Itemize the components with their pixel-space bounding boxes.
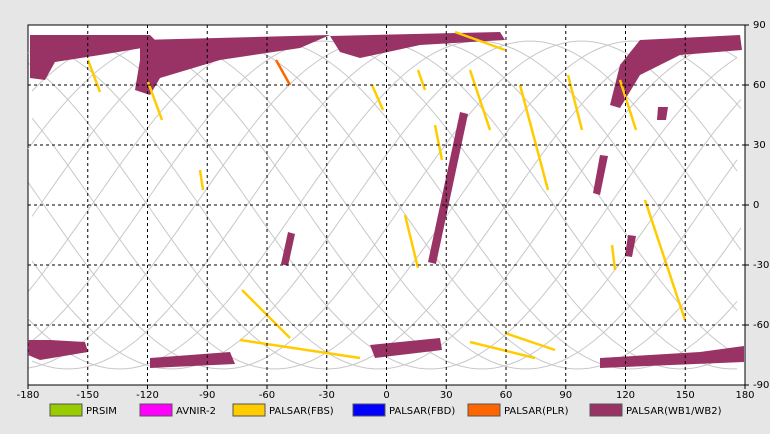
swath-fbs xyxy=(468,69,492,131)
axes: -180 -150 -120 -90 -60 -30 0 30 60 90 120 150 180 90 6… xyxy=(17,20,770,401)
legend-label: AVNIR-2 xyxy=(176,406,216,417)
swath-wb xyxy=(30,35,160,80)
orbit-track xyxy=(31,40,742,370)
swath-fbs xyxy=(504,331,556,352)
y-tick-label: -60 xyxy=(753,320,769,331)
swath-fbs xyxy=(433,124,444,161)
swath-fbs xyxy=(239,338,361,360)
swath-wb xyxy=(330,32,505,58)
swath-plr xyxy=(274,59,292,86)
swath-fbs xyxy=(403,214,420,269)
swaths xyxy=(28,30,744,368)
swath-wb xyxy=(28,340,88,360)
legend-label: PRSIM xyxy=(86,406,117,417)
swath-fbs xyxy=(643,199,687,321)
swath-fbs xyxy=(454,30,506,52)
orbit-track xyxy=(31,40,742,370)
orbit-track xyxy=(27,40,737,370)
swath-fbs xyxy=(469,340,536,360)
x-tick-label: 150 xyxy=(676,390,695,401)
swath-wb xyxy=(281,232,295,266)
y-tick-label: -90 xyxy=(753,380,769,391)
swath-wb xyxy=(593,155,608,195)
x-tick-label: -120 xyxy=(136,390,159,401)
y-tick-label: 60 xyxy=(753,80,766,91)
legend-swatch xyxy=(589,403,623,417)
x-tick-label: 180 xyxy=(735,390,754,401)
swath-wb xyxy=(657,107,668,120)
swath-fbs xyxy=(86,59,102,93)
swath-fbs xyxy=(618,79,638,131)
legend-label: PALSAR(WB1/WB2) xyxy=(626,406,722,417)
legend-swatch xyxy=(232,403,266,417)
swath-fbs xyxy=(146,81,164,121)
orbit-track xyxy=(31,40,742,370)
swath-fbs xyxy=(241,289,291,339)
legend-swatch xyxy=(352,403,386,417)
x-tick-label: -90 xyxy=(199,390,215,401)
y-tick-label: 30 xyxy=(753,140,766,151)
orbit-track xyxy=(27,40,738,370)
legend-label: PALSAR(FBS) xyxy=(269,406,334,417)
swath-wb xyxy=(428,112,468,264)
swath-fbs xyxy=(610,244,617,271)
swath-wb xyxy=(150,352,235,368)
legend-label: PALSAR(PLR) xyxy=(504,406,569,417)
swath-fbs xyxy=(416,69,427,91)
swath-fbs xyxy=(518,84,550,191)
y-tick-label: 90 xyxy=(753,20,766,31)
swath-wb xyxy=(135,35,330,95)
swath-fbs xyxy=(370,84,385,111)
x-tick-label: -60 xyxy=(259,390,275,401)
x-tick-label: 30 xyxy=(440,390,453,401)
swath-fbs xyxy=(198,169,205,191)
swath-wb xyxy=(625,235,636,257)
x-tick-label: -30 xyxy=(319,390,335,401)
swath-fbs xyxy=(566,74,584,131)
legend: PRSIM AVNIR-2 PALSAR(FBS) PALSAR(FBD) PALSAR… xyxy=(49,403,722,417)
orbit-track xyxy=(27,40,738,370)
y-tick-label: 0 xyxy=(753,200,759,211)
x-tick-label: 120 xyxy=(616,390,635,401)
x-tick-label: 0 xyxy=(383,390,389,401)
swath-wb xyxy=(600,346,744,368)
legend-swatch xyxy=(49,403,83,417)
swath-wb xyxy=(610,35,742,108)
x-tick-label: 60 xyxy=(500,390,513,401)
legend-label: PALSAR(FBD) xyxy=(389,406,455,417)
x-tick-label: 90 xyxy=(559,390,572,401)
x-tick-label: -180 xyxy=(17,390,40,401)
swath-wb xyxy=(370,338,442,358)
y-tick-label: -30 xyxy=(753,260,769,271)
legend-swatch xyxy=(467,403,501,417)
x-tick-label: -150 xyxy=(76,390,99,401)
legend-swatch xyxy=(139,403,173,417)
